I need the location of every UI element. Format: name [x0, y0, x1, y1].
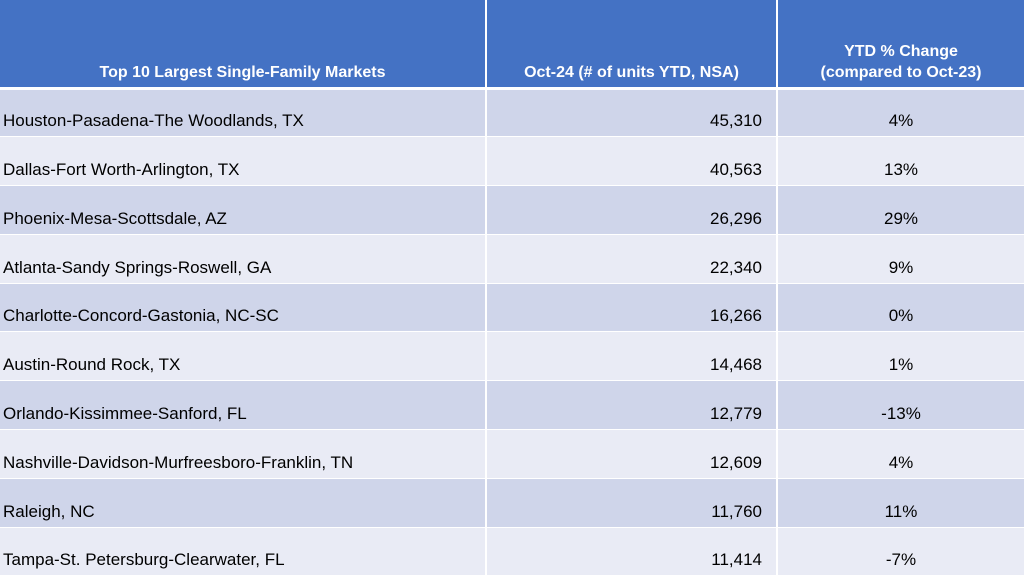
table-row: Tampa-St. Petersburg-Clearwater, FL 11,41…: [0, 527, 1024, 576]
change-cell: 0%: [777, 283, 1024, 333]
units-cell: 22,340: [486, 234, 778, 284]
table-row: Charlotte-Concord-Gastonia, NC-SC 16,266 0…: [0, 283, 1024, 333]
header-change: YTD % Change (compared to Oct-23): [777, 0, 1024, 90]
market-cell: Orlando-Kissimmee-Sanford, FL: [0, 380, 487, 431]
table-row: Atlanta-Sandy Springs-Roswell, GA 22,340 9…: [0, 234, 1024, 284]
units-cell: 45,310: [486, 88, 778, 138]
header-units: Oct-24 (# of units YTD, NSA): [486, 0, 778, 90]
table-row: Dallas-Fort Worth-Arlington, TX 40,563 13%: [0, 136, 1024, 187]
change-cell: 9%: [777, 234, 1024, 284]
market-cell: Phoenix-Mesa-Scottsdale, AZ: [0, 185, 487, 235]
table-row: Orlando-Kissimmee-Sanford, FL 12,779 -13%: [0, 380, 1024, 431]
market-cell: Atlanta-Sandy Springs-Roswell, GA: [0, 234, 487, 284]
units-cell: 12,609: [486, 429, 778, 479]
table-row: Phoenix-Mesa-Scottsdale, AZ 26,296 29%: [0, 185, 1024, 235]
change-cell: 1%: [777, 331, 1024, 382]
change-cell: 13%: [777, 136, 1024, 187]
table-row: Austin-Round Rock, TX 14,468 1%: [0, 331, 1024, 382]
market-cell: Nashville-Davidson-Murfreesboro-Franklin…: [0, 429, 487, 479]
table-row: Raleigh, NC 11,760 11%: [0, 478, 1024, 528]
units-cell: 40,563: [486, 136, 778, 187]
table-body: Houston-Pasadena-The Woodlands, TX 45,310…: [0, 88, 1024, 576]
table-row: Nashville-Davidson-Murfreesboro-Franklin…: [0, 429, 1024, 479]
header-market: Top 10 Largest Single-Family Markets: [0, 0, 487, 90]
table-row: Houston-Pasadena-The Woodlands, TX 45,310…: [0, 88, 1024, 138]
market-cell: Houston-Pasadena-The Woodlands, TX: [0, 88, 487, 138]
units-cell: 12,779: [486, 380, 778, 431]
change-cell: 4%: [777, 88, 1024, 138]
units-cell: 14,468: [486, 331, 778, 382]
units-cell: 11,414: [486, 527, 778, 576]
market-cell: Dallas-Fort Worth-Arlington, TX: [0, 136, 487, 187]
header-change-label: YTD % Change (compared to Oct-23): [820, 42, 982, 81]
change-cell: 29%: [777, 185, 1024, 235]
market-cell: Austin-Round Rock, TX: [0, 331, 487, 382]
change-cell: 4%: [777, 429, 1024, 479]
change-cell: -7%: [777, 527, 1024, 576]
change-cell: -13%: [777, 380, 1024, 431]
market-cell: Tampa-St. Petersburg-Clearwater, FL: [0, 527, 487, 576]
header-row: Top 10 Largest Single-Family Markets Oct…: [0, 0, 1024, 90]
market-cell: Raleigh, NC: [0, 478, 487, 528]
units-cell: 16,266: [486, 283, 778, 333]
units-cell: 26,296: [486, 185, 778, 235]
units-cell: 11,760: [486, 478, 778, 528]
change-cell: 11%: [777, 478, 1024, 528]
market-cell: Charlotte-Concord-Gastonia, NC-SC: [0, 283, 487, 333]
